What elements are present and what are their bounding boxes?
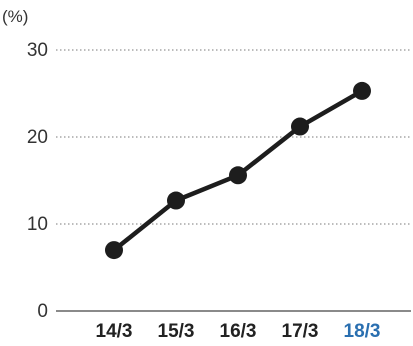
x-tick-label-14-3: 14/3	[96, 321, 133, 342]
data-point-14-3	[105, 241, 123, 260]
data-point-15-3	[167, 191, 185, 210]
x-tick-label-15-3: 15/3	[158, 321, 195, 342]
y-axis-unit-label: (%)	[2, 7, 28, 26]
x-tick-label-18-3: 18/3	[344, 321, 381, 342]
x-axis-ticks: 14/3 15/3 16/3 17/3 18/3	[96, 321, 381, 342]
data-point-18-3	[353, 81, 371, 100]
y-tick-label-10: 10	[27, 214, 48, 235]
data-point-16-3	[229, 166, 247, 185]
x-tick-label-17-3: 17/3	[282, 321, 319, 342]
y-tick-label-30: 30	[27, 40, 48, 61]
series	[105, 81, 371, 260]
gridlines	[56, 49, 411, 312]
y-tick-label-0: 0	[37, 301, 48, 322]
y-tick-label-20: 20	[27, 127, 48, 148]
data-point-17-3	[291, 117, 309, 136]
y-axis-ticks: 0 10 20 30	[27, 40, 48, 322]
x-tick-label-16-3: 16/3	[220, 321, 257, 342]
